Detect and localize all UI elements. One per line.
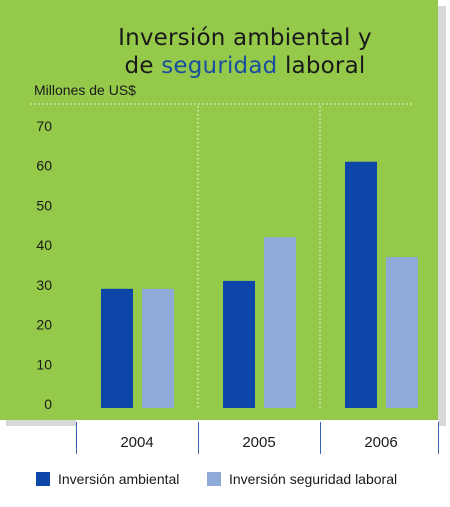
legend-swatch-seguridad (207, 472, 221, 486)
chart-title: Inversión ambiental y de seguridad labor… (0, 24, 450, 80)
y-tick-30: 30 (36, 277, 52, 293)
legend-item-seguridad: Inversión seguridad laboral (207, 467, 397, 491)
y-ticks: 0 10 20 30 40 50 60 70 (36, 118, 52, 412)
title-line-2-highlight: seguridad (161, 53, 278, 79)
legend-label-ambiental: Inversión ambiental (58, 471, 180, 487)
x-tick-2006: 2006 (364, 434, 397, 451)
x-tick-2005: 2005 (242, 434, 275, 451)
x-axis-band (76, 420, 438, 454)
title-line-2-suffix: laboral (277, 53, 366, 79)
title-line-1: Inversión ambiental y (118, 25, 372, 51)
y-axis-label: Millones de US$ (34, 82, 136, 98)
y-tick-60: 60 (36, 158, 52, 174)
x-tick-2004: 2004 (120, 434, 153, 451)
bar-ambiental-2005 (223, 280, 255, 408)
legend: Inversión ambiental Inversión seguridad … (36, 467, 446, 491)
y-tick-70: 70 (36, 118, 52, 134)
y-tick-20: 20 (36, 317, 52, 333)
bar-seguridad-2006 (386, 257, 418, 408)
legend-item-ambiental: Inversión ambiental (36, 467, 179, 491)
y-tick-0: 0 (44, 396, 52, 412)
x-axis: 2004 2005 2006 (76, 420, 439, 454)
bar-ambiental-2004 (101, 288, 133, 408)
legend-swatch-ambiental (36, 472, 50, 486)
title-line-2-prefix: de (124, 53, 162, 79)
y-tick-40: 40 (36, 237, 52, 253)
bar-seguridad-2005 (264, 237, 296, 408)
bar-ambiental-2006 (345, 161, 377, 408)
bars (101, 161, 418, 408)
bar-seguridad-2004 (142, 288, 174, 408)
y-tick-50: 50 (36, 197, 52, 213)
legend-label-seguridad: Inversión seguridad laboral (229, 471, 398, 487)
y-tick-10: 10 (36, 356, 52, 372)
